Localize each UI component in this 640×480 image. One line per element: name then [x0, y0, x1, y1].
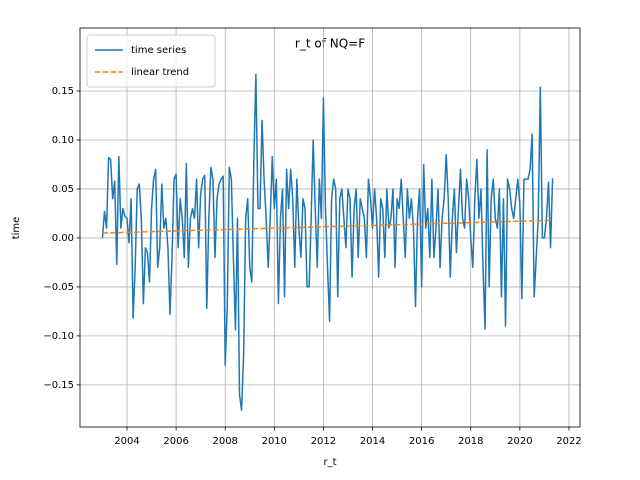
y-tick-label: −0.10	[43, 331, 74, 342]
x-tick-label: 2016	[409, 436, 434, 447]
legend-label: linear trend	[131, 67, 189, 78]
x-axis-label: r_t	[323, 457, 336, 468]
axes-frame	[79, 27, 581, 428]
x-tick-label: 2018	[458, 436, 483, 447]
y-tick-label: 0.10	[52, 135, 74, 146]
legend-label: time series	[131, 45, 186, 56]
y-tick-label: 0.00	[52, 233, 74, 244]
legend: time series linear trend	[86, 34, 216, 88]
line-series	[102, 219, 553, 234]
x-tick-label: 2008	[212, 436, 237, 447]
x-tick-label: 2020	[507, 436, 532, 447]
y-tick-label: 0.05	[52, 184, 74, 195]
y-tick-label: −0.05	[43, 282, 74, 293]
y-tick-label: −0.15	[43, 380, 74, 391]
chart-title: r_t of NQ=F	[295, 37, 365, 51]
y-tick-label: 0.15	[52, 86, 74, 97]
x-tick-label: 2014	[360, 436, 385, 447]
x-tick-label: 2010	[262, 436, 287, 447]
y-axis-label: time	[11, 217, 22, 240]
x-tick-label: 2012	[311, 436, 336, 447]
x-tick-label: 2004	[114, 436, 139, 447]
x-tick-label: 2006	[163, 436, 188, 447]
legend-box	[86, 34, 216, 88]
line-series	[101, 73, 554, 412]
x-tick-label: 2022	[556, 436, 581, 447]
